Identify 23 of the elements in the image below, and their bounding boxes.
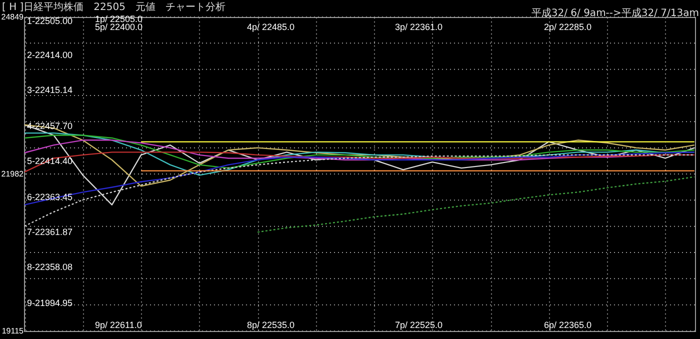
- y-tick-label: 21982: [1, 170, 24, 178]
- annotation: 6p/ 22365.0: [544, 320, 592, 330]
- annotation: 2p/ 22285.0: [544, 22, 592, 32]
- line-series: [24, 134, 696, 169]
- annotation: 8-22358.08: [27, 262, 73, 272]
- chart-title: [ H ]日経平均株価 22505 元値 チャート分析: [2, 1, 226, 13]
- annotation: 2-22414.00: [27, 50, 73, 60]
- annotation: 7-22361.87: [27, 227, 73, 237]
- annotation: 3p/ 22361.0: [395, 22, 443, 32]
- line-series: [24, 152, 696, 173]
- y-tick-label: 19115: [2, 326, 24, 336]
- y-tick-label: 24849: [1, 12, 24, 22]
- annotation: 5p/ 22400.0: [95, 22, 143, 32]
- annotation: 4p/ 22485.0: [247, 22, 295, 32]
- annotation: 1-22505.00: [27, 16, 73, 26]
- annotation: 7p/ 22525.0: [395, 320, 443, 330]
- annotation: 9-21994.95: [27, 298, 73, 308]
- annotation: 8p/ 22535.0: [247, 320, 295, 330]
- annotation: 3-22415.14: [27, 85, 73, 95]
- annotation: 9p/ 22611.0: [95, 320, 142, 330]
- chart-subtitle: 平成32/ 6/ 9am-->平成32/ 7/13am: [531, 7, 699, 19]
- line-series: [256, 176, 696, 233]
- line-series: [24, 152, 696, 206]
